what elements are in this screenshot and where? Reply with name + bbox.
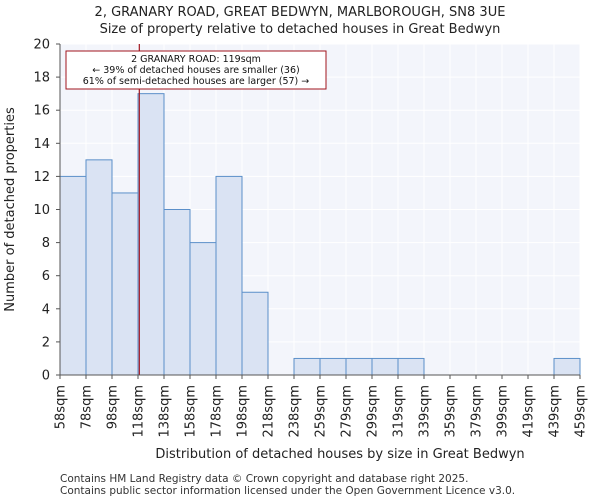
bar: [345, 357, 373, 376]
annotation-line-3: 61% of semi-detached houses are larger (…: [83, 76, 310, 87]
chart-subtitle: Size of property relative to detached ho…: [99, 22, 501, 37]
x-tick-label: 98sqm: [106, 385, 121, 429]
bar: [241, 291, 269, 376]
x-tick-label: 459sqm: [574, 385, 589, 438]
footer-line-1: Contains HM Land Registry data © Crown c…: [60, 473, 469, 485]
annotation-layer: 2 GRANARY ROAD: 119sqm← 39% of detached …: [65, 50, 327, 90]
bar: [293, 357, 321, 376]
x-tick-label: 319sqm: [392, 385, 407, 438]
y-axis-label: Number of detached properties: [3, 107, 18, 312]
x-tick-label: 379sqm: [470, 385, 485, 438]
annotation-line-1: 2 GRANARY ROAD: 119sqm: [131, 54, 261, 65]
x-tick-label: 158sqm: [184, 385, 199, 438]
x-tick-label: 279sqm: [340, 385, 355, 438]
bar: [111, 192, 139, 376]
x-tick-label: 399sqm: [496, 385, 511, 438]
y-tick-label: 6: [42, 269, 50, 284]
y-tick-label: 10: [33, 203, 50, 218]
x-tick-label: 178sqm: [210, 385, 225, 438]
bar: [371, 357, 399, 376]
y-tick-label: 2: [42, 335, 50, 350]
y-tick-label: 4: [42, 302, 50, 317]
annotation-line-2: ← 39% of detached houses are smaller (36…: [92, 65, 299, 76]
x-tick-label: 419sqm: [522, 385, 537, 438]
bar: [553, 357, 581, 376]
bar: [163, 209, 191, 376]
x-tick-label: 218sqm: [262, 385, 277, 438]
bar: [215, 175, 243, 376]
x-tick-label: 58sqm: [54, 385, 69, 429]
x-tick-label: 198sqm: [236, 385, 251, 438]
x-tick-label: 339sqm: [418, 385, 433, 438]
y-tick-label: 14: [33, 137, 50, 152]
bar: [59, 175, 87, 376]
y-tick-label: 20: [33, 38, 50, 53]
x-tick-label: 138sqm: [158, 385, 173, 438]
x-tick-label: 118sqm: [132, 385, 147, 438]
chart-title: 2, GRANARY ROAD, GREAT BEDWYN, MARLBOROU…: [94, 5, 506, 20]
x-tick-label: 238sqm: [288, 385, 303, 438]
footer-line-2: Contains public sector information licen…: [60, 485, 516, 497]
bar: [397, 357, 425, 376]
bar-layer: [59, 93, 581, 376]
bar: [189, 242, 217, 376]
bar: [85, 159, 113, 376]
y-tick-label: 8: [42, 236, 50, 251]
y-tick-label: 12: [33, 170, 50, 185]
annotation-box: [65, 50, 327, 90]
x-axis-label: Distribution of detached houses by size …: [155, 447, 524, 462]
bar: [137, 93, 165, 376]
y-tick-label: 0: [42, 369, 50, 384]
x-tick-label: 299sqm: [366, 385, 381, 438]
x-tick-label: 78sqm: [80, 385, 95, 429]
x-tick-label: 359sqm: [444, 385, 459, 438]
x-tick-label: 439sqm: [548, 385, 563, 438]
axis-layer: 0 2 4 6 8 10 12 14 16 18 20 58sqm 78sqm 98sqm 118sqm 13…: [33, 38, 588, 438]
y-tick-label: 16: [33, 104, 50, 119]
y-tick-label: 18: [33, 71, 50, 86]
x-tick-label: 259sqm: [314, 385, 329, 438]
bar: [319, 357, 347, 376]
